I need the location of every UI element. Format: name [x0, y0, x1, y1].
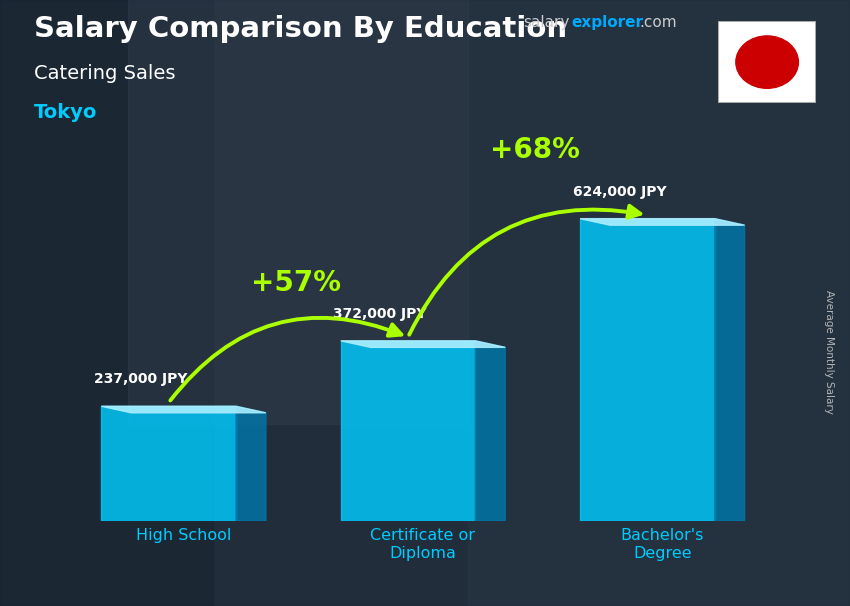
Text: +57%: +57% [251, 268, 341, 297]
Polygon shape [101, 406, 266, 413]
Bar [341, 341, 475, 521]
Text: 237,000 JPY: 237,000 JPY [94, 372, 187, 386]
Polygon shape [0, 0, 212, 606]
Text: +68%: +68% [490, 136, 580, 164]
Text: Tokyo: Tokyo [34, 103, 98, 122]
Polygon shape [468, 0, 850, 606]
Text: Bachelor's
Degree: Bachelor's Degree [620, 528, 704, 561]
Text: High School: High School [136, 528, 231, 543]
Text: Catering Sales: Catering Sales [34, 64, 175, 82]
Text: explorer: explorer [571, 15, 643, 30]
Bar [101, 406, 236, 521]
Polygon shape [236, 406, 266, 521]
Bar [580, 219, 715, 521]
Text: .com: .com [639, 15, 677, 30]
Polygon shape [715, 219, 745, 521]
Text: Certificate or
Diploma: Certificate or Diploma [371, 528, 475, 561]
Text: 372,000 JPY: 372,000 JPY [333, 307, 427, 321]
Text: Salary Comparison By Education: Salary Comparison By Education [34, 15, 567, 43]
Circle shape [736, 36, 798, 88]
Text: 624,000 JPY: 624,000 JPY [573, 185, 666, 199]
Polygon shape [128, 0, 468, 424]
Polygon shape [341, 341, 505, 347]
Polygon shape [475, 341, 505, 521]
Text: salary: salary [523, 15, 570, 30]
Text: Average Monthly Salary: Average Monthly Salary [824, 290, 834, 413]
Polygon shape [580, 219, 745, 225]
